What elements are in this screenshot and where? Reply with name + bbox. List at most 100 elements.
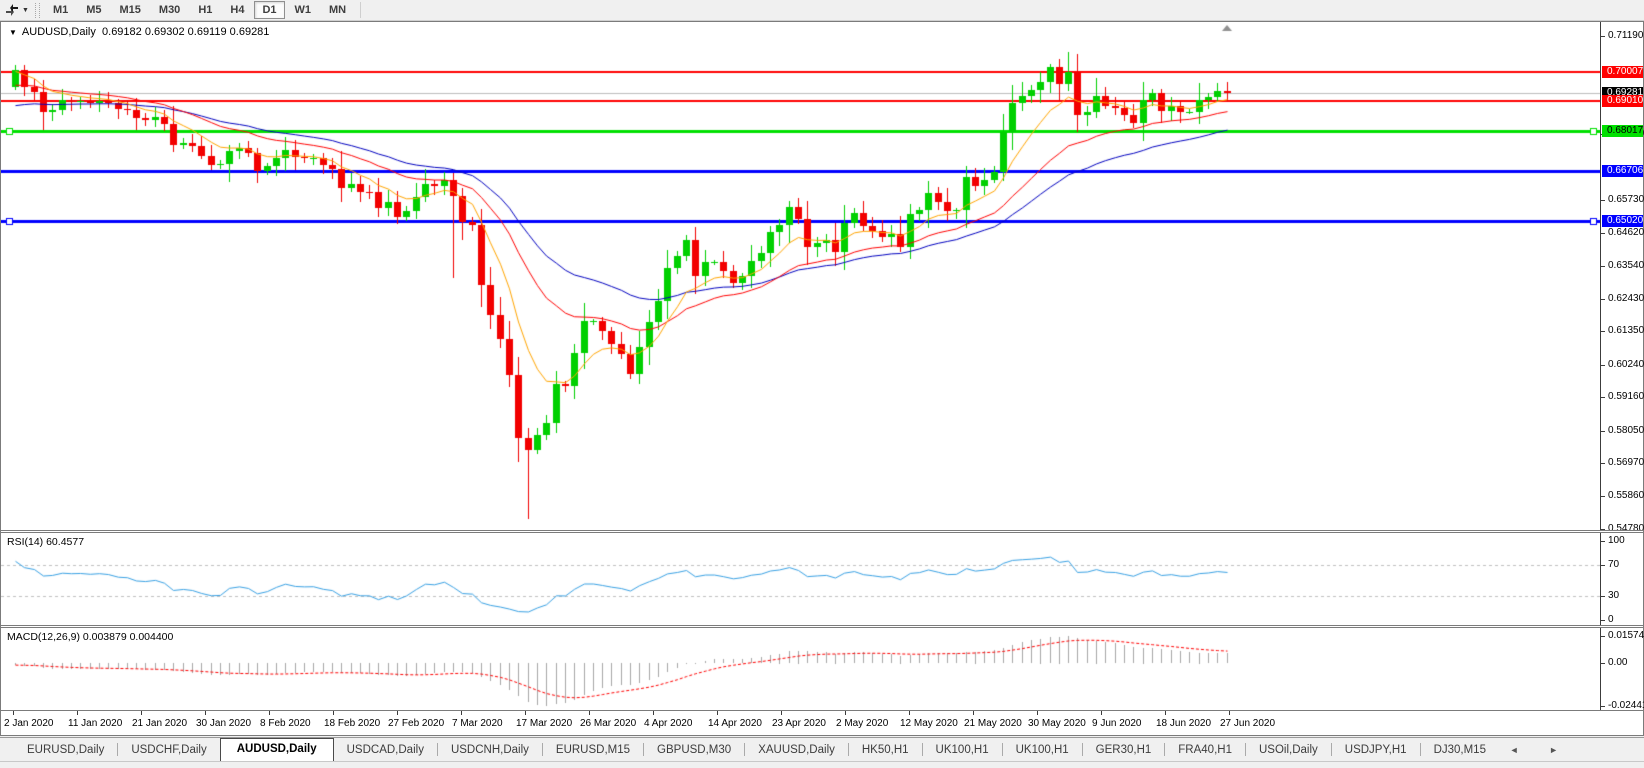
price-scale[interactable]: 0.711900.679200.657300.646200.635400.624… <box>1600 22 1644 534</box>
price-tick-label: 0.59160 <box>1608 391 1644 402</box>
chart-tab-eurusd-m15[interactable]: EURUSD,M15 <box>555 744 631 756</box>
macd-label: MACD(12,26,9) 0.003879 0.004400 <box>7 631 174 643</box>
date-label: 17 Mar 2020 <box>516 718 573 729</box>
price-tick-label: 0.60240 <box>1608 359 1644 370</box>
chart-tab-uk100-h1[interactable]: UK100,H1 <box>1015 744 1069 756</box>
tab-divider <box>541 743 543 756</box>
status-strip <box>0 761 1644 768</box>
price-tick-mark <box>1601 200 1605 201</box>
chart-periodicity-icon[interactable] <box>4 2 20 18</box>
date-tick-mark <box>397 711 398 715</box>
macd-canvas[interactable] <box>1 628 1600 710</box>
timeframe-toolbar: ▼ M1 M5 M15 M30 H1 H4 D1 W1 MN <box>0 0 1644 21</box>
tab-divider <box>1419 743 1421 756</box>
timeframe-button-m1[interactable]: M1 <box>45 1 76 19</box>
tab-divider <box>1001 743 1003 756</box>
chart-tab-audusd-daily[interactable]: AUDUSD,Daily <box>219 738 334 761</box>
timeframe-button-mn[interactable]: MN <box>321 1 354 19</box>
chart-tab-uk100-h1[interactable]: UK100,H1 <box>935 744 989 756</box>
rsi-tick-label: 70 <box>1608 559 1620 570</box>
chart-tab-dj30-m15[interactable]: DJ30,M15 <box>1433 744 1486 756</box>
date-tick-mark <box>525 711 526 715</box>
rsi-canvas[interactable] <box>1 533 1600 625</box>
price-tick-label: 0.61350 <box>1608 325 1644 336</box>
chart-tab-usdchf-daily[interactable]: USDCHF,Daily <box>131 744 207 756</box>
price-tick-mark <box>1601 397 1605 398</box>
date-tick-mark <box>461 711 462 715</box>
price-chart-canvas[interactable] <box>1 22 1600 530</box>
date-label: 12 May 2020 <box>900 718 958 729</box>
macd-scale[interactable]: 0.015741 0.00 -0.024412 <box>1600 628 1644 711</box>
chart-tabbar: EURUSD,Daily USDCHF,Daily AUDUSD,Daily USDC… <box>0 737 1644 761</box>
rsi-tick-mark <box>1601 620 1605 621</box>
price-tick-label: 0.65730 <box>1608 194 1644 205</box>
tab-divider <box>117 743 119 756</box>
date-label: 21 May 2020 <box>964 718 1022 729</box>
macd-panel: MACD(12,26,9) 0.003879 0.004400 0.015741… <box>1 628 1644 711</box>
panel-splitter[interactable] <box>1 625 1643 628</box>
date-label: 26 Mar 2020 <box>580 718 637 729</box>
price-tick-label: 0.55860 <box>1608 490 1644 501</box>
date-tick-mark <box>205 711 206 715</box>
date-label: 27 Jun 2020 <box>1220 718 1276 729</box>
date-tick-mark <box>269 711 270 715</box>
chart-tab-gbpusd-m30[interactable]: GBPUSD,M30 <box>657 744 732 756</box>
date-tick-mark <box>909 711 910 715</box>
date-label: 7 Mar 2020 <box>452 718 503 729</box>
panel-splitter[interactable] <box>1 530 1643 533</box>
tab-divider <box>744 743 746 756</box>
date-tick-mark <box>1165 711 1166 715</box>
toolbar-grip[interactable] <box>34 2 40 18</box>
chart-ohlc-values: 0.69182 0.69302 0.69119 0.69281 <box>102 26 270 38</box>
rsi-panel: RSI(14) 60.4577 100 70 30 0 <box>1 533 1643 625</box>
tab-scroll-arrows[interactable]: ◄ ► <box>1509 745 1572 755</box>
price-line-label: 0.66706 <box>1602 165 1643 177</box>
date-tick-mark <box>333 711 334 715</box>
timeframe-button-h4[interactable]: H4 <box>222 1 252 19</box>
price-tick-mark <box>1601 266 1605 267</box>
date-label: 2 Jan 2020 <box>4 718 54 729</box>
price-line-label: 0.65020 <box>1602 215 1643 227</box>
date-tick-mark <box>77 711 78 715</box>
dropdown-caret-icon[interactable]: ▼ <box>22 6 29 14</box>
collapse-triangle-icon[interactable]: ▼ <box>9 28 17 37</box>
timeframe-button-h1[interactable]: H1 <box>190 1 220 19</box>
date-tick-mark <box>589 711 590 715</box>
chart-tab-ger30-h1[interactable]: GER30,H1 <box>1095 744 1152 756</box>
price-tick-mark <box>1601 529 1605 530</box>
date-axis[interactable]: 2 Jan 2020 11 Jan 2020 21 Jan 2020 30 Jan 2… <box>1 710 1643 735</box>
rsi-scale[interactable]: 100 70 30 0 <box>1600 533 1643 625</box>
chart-tab-usdcnh-daily[interactable]: USDCNH,Daily <box>450 744 529 756</box>
price-line-label: 0.69010 <box>1602 95 1643 107</box>
date-label: 4 Apr 2020 <box>644 718 693 729</box>
chart-tab-hk50-h1[interactable]: HK50,H1 <box>861 744 909 756</box>
chart-tab-eurusd-daily[interactable]: EURUSD,Daily <box>27 744 105 756</box>
timeframe-button-m15[interactable]: M15 <box>112 1 149 19</box>
chart-tab-fra40-h1[interactable]: FRA40,H1 <box>1178 744 1232 756</box>
tab-divider <box>643 743 645 756</box>
macd-tick-mark <box>1601 706 1605 707</box>
timeframe-button-m5[interactable]: M5 <box>78 1 109 19</box>
macd-tick-label: 0.015741 <box>1608 630 1644 641</box>
tab-divider <box>847 743 849 756</box>
chart-tab-usdjpy-h1[interactable]: USDJPY,H1 <box>1344 744 1407 756</box>
price-tick-label: 0.56970 <box>1608 457 1644 468</box>
date-label: 8 Feb 2020 <box>260 718 311 729</box>
chart-symbol: AUDUSD,Daily <box>21 26 96 38</box>
chart-tab-xauusd-daily[interactable]: XAUUSD,Daily <box>758 744 835 756</box>
chart-tab-usdcad-daily[interactable]: USDCAD,Daily <box>346 744 424 756</box>
date-label: 18 Feb 2020 <box>324 718 381 729</box>
timeframe-button-m30[interactable]: M30 <box>151 1 188 19</box>
timeframe-button-d1[interactable]: D1 <box>254 1 285 19</box>
date-label: 11 Jan 2020 <box>68 718 123 729</box>
price-tick-mark <box>1601 463 1605 464</box>
timeframe-buttons: M1 M5 M15 M30 H1 H4 D1 W1 MN <box>44 1 355 19</box>
rsi-tick-mark <box>1601 596 1605 597</box>
date-tick-mark <box>13 711 14 715</box>
price-tick-label: 0.63540 <box>1608 260 1644 271</box>
date-tick-mark <box>781 711 782 715</box>
timeframe-button-w1[interactable]: W1 <box>287 1 320 19</box>
date-label: 14 Apr 2020 <box>708 718 762 729</box>
chart-tab-usoil-daily[interactable]: USOil,Daily <box>1258 744 1318 756</box>
